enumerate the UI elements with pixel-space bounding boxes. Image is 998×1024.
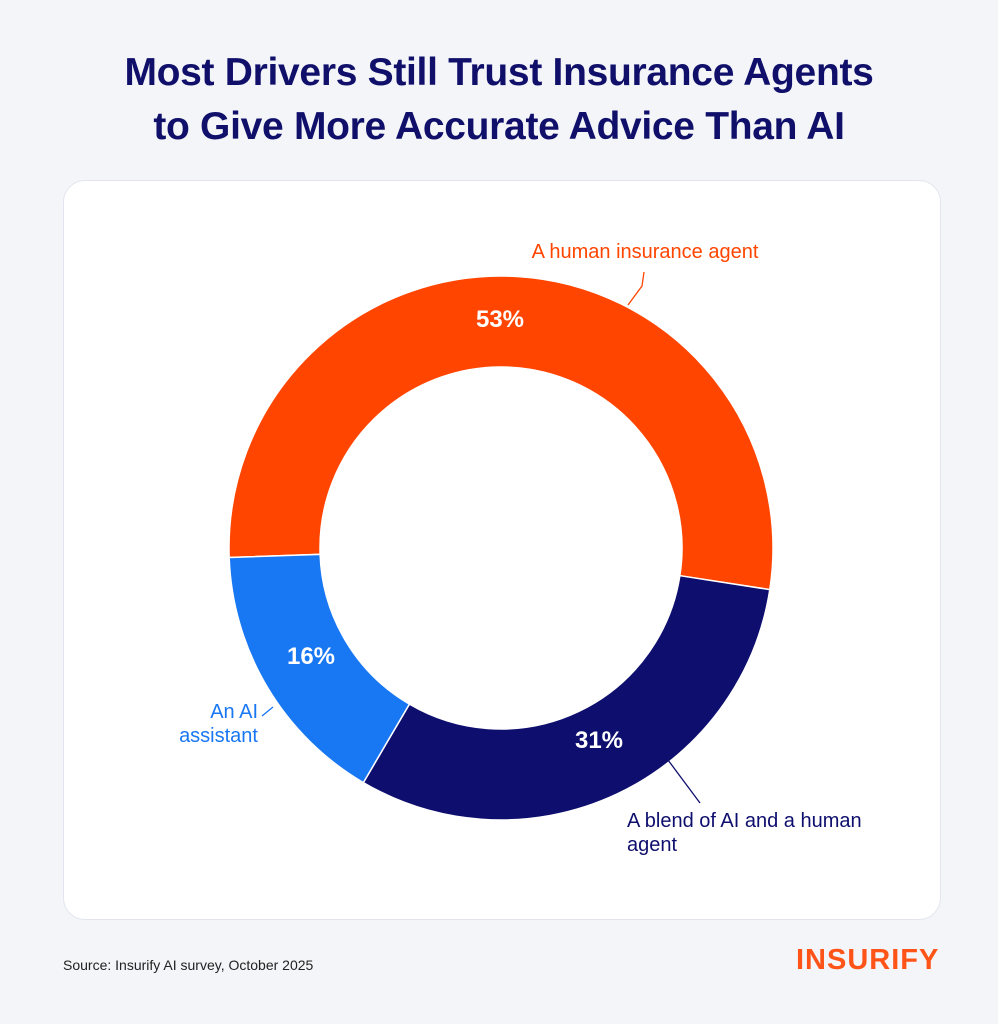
title-line-1: Most Drivers Still Trust Insurance Agent… bbox=[124, 51, 874, 94]
value-label-1: 31% bbox=[575, 727, 623, 754]
category-label-2: An AI bbox=[210, 701, 258, 723]
title-line-2: to Give More Accurate Advice Than AI bbox=[153, 105, 845, 148]
insurify-logo: INSURIFY bbox=[796, 944, 940, 976]
category-label-1: A blend of AI and a human bbox=[627, 810, 862, 832]
donut-slice-1 bbox=[362, 574, 771, 821]
leader-line-2 bbox=[261, 706, 274, 717]
category-label-2: assistant bbox=[179, 725, 258, 747]
category-label-1: agent bbox=[627, 834, 677, 856]
value-label-0: 53% bbox=[476, 306, 524, 333]
value-label-2: 16% bbox=[287, 643, 335, 670]
donut-slice-2 bbox=[228, 553, 411, 784]
category-label-0: A human insurance agent bbox=[532, 241, 759, 263]
leader-line-1 bbox=[667, 759, 701, 804]
donut-slice-0 bbox=[228, 275, 774, 591]
source-note: Source: Insurify AI survey, October 2025 bbox=[63, 957, 314, 973]
leader-line-0 bbox=[627, 271, 645, 306]
chart-title: Most Drivers Still Trust Insurance Agent… bbox=[0, 46, 998, 154]
